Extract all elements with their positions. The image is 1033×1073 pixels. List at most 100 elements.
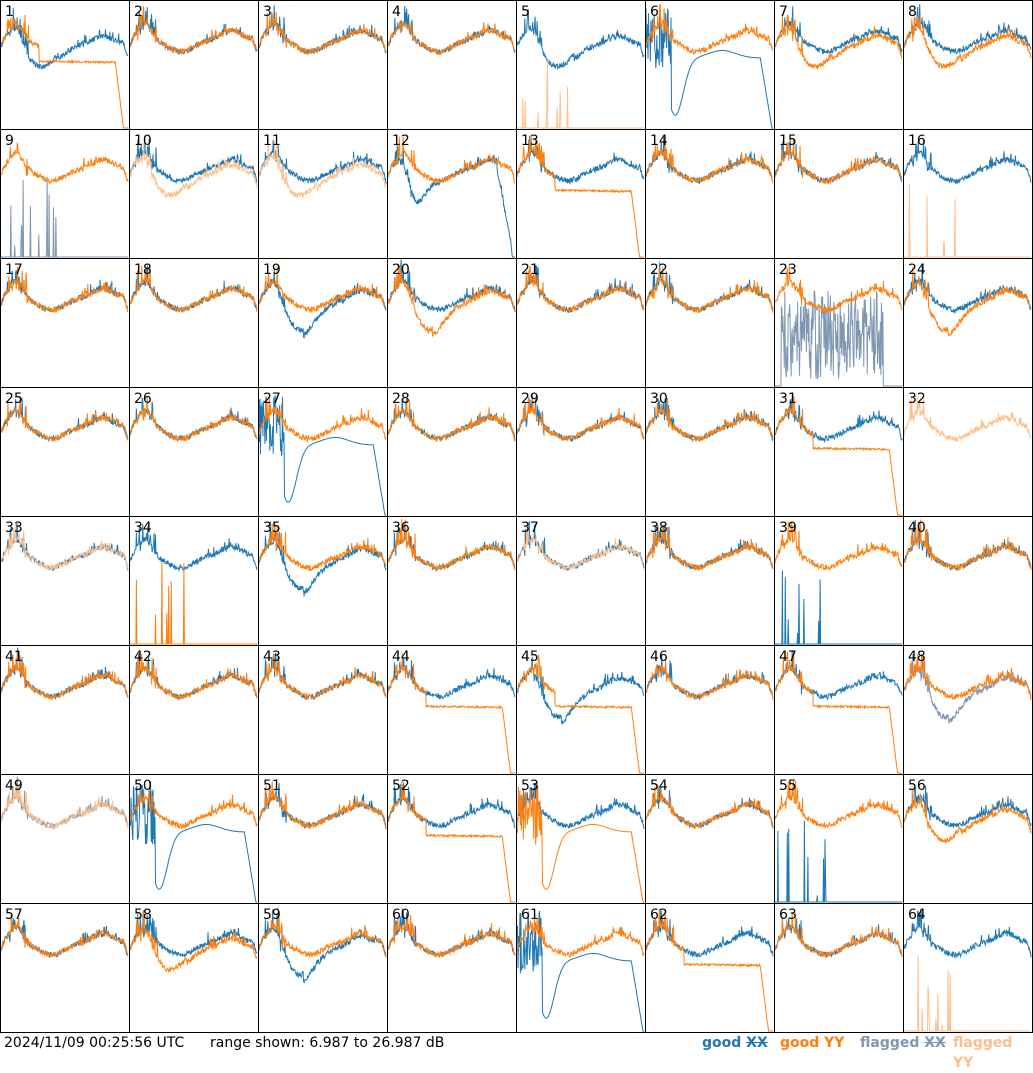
tile-label: 50: [134, 778, 152, 794]
tile-label: 46: [650, 649, 668, 665]
tile-label: 1: [5, 4, 14, 20]
tile-12: 12: [387, 133, 516, 258]
legend-flagged-xx: flagged XX: [860, 1033, 946, 1053]
tile-label: 20: [392, 262, 410, 278]
tile-3-yy-line: [258, 11, 387, 56]
tile-label: 45: [521, 649, 539, 665]
tile-label: 29: [521, 391, 539, 407]
tile-label: 10: [134, 133, 152, 149]
tile-label: 39: [779, 520, 797, 536]
legend-good-xx-prefix: good: [702, 1035, 742, 1051]
tile-51-yy-line: [258, 781, 387, 830]
tile-25-yy-line: [0, 395, 129, 443]
tile-23-xx-line: [775, 290, 902, 387]
tile-6-xx-line: [645, 7, 773, 129]
tile-label: 52: [392, 778, 410, 794]
tile-label: 7: [779, 4, 788, 20]
tile-52-yy-line: [387, 781, 515, 903]
tile-8-yy-line: [903, 15, 1032, 70]
tile-label: 32: [908, 391, 926, 407]
tile-57-yy-line: [0, 913, 129, 958]
tile-label: 36: [392, 520, 410, 536]
tile-36-yy-line: [387, 518, 516, 572]
tile-64-yy-line: [904, 955, 1031, 1032]
tile-label: 37: [521, 520, 539, 536]
legend-good-yy: good YY: [780, 1033, 844, 1053]
tile-29: 29: [516, 391, 645, 443]
tile-18: 18: [129, 262, 258, 313]
tile-20-xx-line: [387, 259, 516, 313]
tile-label: 56: [908, 778, 926, 794]
tile-label: 53: [521, 778, 539, 794]
tile-59-yy-line: [258, 907, 387, 958]
tile-label: 49: [5, 778, 23, 794]
tile-label: 54: [650, 778, 668, 794]
tile-label: 60: [392, 907, 410, 923]
tile-60: 60: [387, 907, 516, 958]
tile-46: 46: [645, 649, 774, 701]
tile-54-yy-line: [645, 783, 774, 830]
tile-56-xx-line: [903, 785, 1032, 828]
tile-61: 61: [516, 907, 645, 1032]
tile-24: 24: [903, 262, 1032, 337]
tile-17: 17: [0, 262, 129, 313]
tile-48: 48: [903, 649, 1032, 724]
tile-46-yy-line: [645, 659, 774, 700]
tile-55-xx-line: [775, 820, 902, 903]
tile-4-yy-line: [387, 20, 516, 56]
tile-label: 55: [779, 778, 797, 794]
tile-label: 63: [779, 907, 797, 923]
tile-43: 43: [258, 649, 387, 701]
tile-45: 45: [516, 649, 645, 774]
tile-label: 15: [779, 133, 797, 149]
legend-flagged-yy-prefix: flagged: [953, 1035, 1013, 1051]
tile-35-yy-line: [258, 521, 387, 571]
tile-34-xx-line: [129, 524, 258, 573]
tile-61-yy-line: [516, 912, 645, 958]
tile-64: 64: [903, 907, 1032, 1032]
legend-good-xx-pol: XX: [746, 1035, 768, 1051]
tile-7-xx-line: [774, 6, 903, 55]
tile-47: 47: [774, 649, 903, 774]
tile-label: 6: [650, 4, 659, 20]
tile-29-yy-line: [516, 394, 645, 442]
tile-22: 22: [645, 262, 774, 314]
tile-label: 23: [779, 262, 797, 278]
tile-57: 57: [0, 907, 129, 958]
tile-2-yy-line: [129, 6, 258, 56]
tile-10: 10: [129, 133, 258, 199]
tile-64-xx-line: [903, 908, 1032, 959]
tile-48-yy-line: [903, 653, 1032, 701]
tile-53-yy-line: [516, 782, 644, 903]
tile-33: 33: [0, 520, 129, 572]
tile-label: 19: [263, 262, 281, 278]
tile-49-xx-line: [0, 776, 129, 830]
tile-36: 36: [387, 518, 516, 572]
timestamp-label: 2024/11/09 00:25:56 UTC: [4, 1035, 185, 1051]
tile-39-xx-line: [775, 570, 902, 645]
tile-39: 39: [774, 520, 903, 645]
tile-32: 32: [903, 391, 1032, 443]
tile-40: 40: [903, 519, 1032, 572]
tile-35: 35: [258, 520, 387, 597]
tile-12-xx-line: [387, 144, 515, 258]
tile-label: 33: [5, 520, 23, 536]
tile-30-yy-line: [645, 397, 774, 443]
legend-good-yy-prefix: good: [780, 1035, 820, 1051]
tile-43-yy-line: [258, 653, 387, 701]
tile-18-yy-line: [129, 265, 258, 313]
tile-57-xx-line: [0, 917, 129, 958]
tile-31-yy-line: [774, 395, 902, 516]
tile-11: 11: [258, 133, 387, 199]
tile-50: 50: [129, 778, 258, 903]
tile-5-yy-line: [517, 60, 644, 129]
tile-26-yy-line: [129, 396, 258, 442]
tile-label: 35: [263, 520, 281, 536]
legend-flagged-xx-prefix: flagged: [860, 1035, 920, 1051]
tile-47-yy-line: [774, 651, 902, 774]
tile-37-yy-line: [516, 527, 645, 572]
tile-20-yy-line: [387, 264, 516, 337]
tile-label: 38: [650, 520, 668, 536]
tile-5-xx-line: [516, 8, 645, 71]
legend-good-yy-pol: YY: [824, 1035, 845, 1051]
